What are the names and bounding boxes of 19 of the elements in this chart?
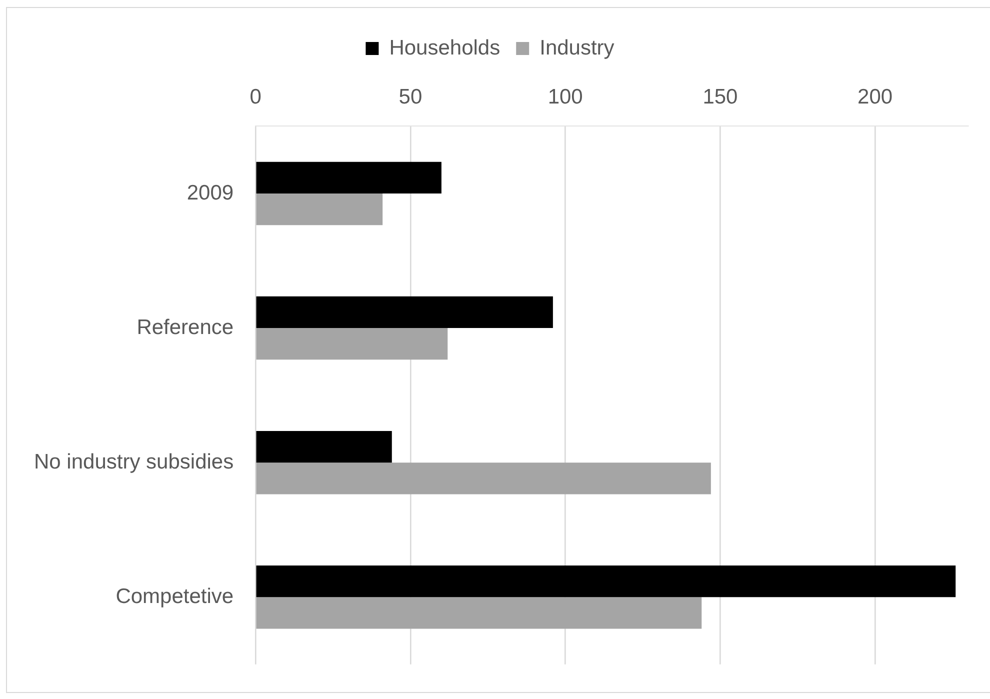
- bar: [256, 566, 956, 598]
- x-tick-label: 150: [702, 85, 738, 108]
- bar: [256, 193, 383, 226]
- y-tick-label: No industry subsidies: [34, 450, 234, 474]
- y-tick-label: 2009: [186, 181, 234, 204]
- bar: [256, 430, 392, 463]
- x-tick-label: 100: [548, 85, 583, 108]
- bar: [256, 328, 448, 360]
- bar: [256, 162, 442, 194]
- bar: [256, 597, 702, 629]
- bar: [256, 462, 711, 494]
- x-tick-label: 50: [398, 85, 422, 108]
- x-tick-label: 0: [250, 85, 262, 108]
- y-tick-label: Reference: [136, 316, 234, 339]
- x-tick-label: 200: [858, 85, 893, 108]
- y-tick-label: Competetive: [116, 584, 234, 608]
- legend-label: Households: [389, 36, 500, 60]
- bar: [256, 296, 553, 328]
- legend-label: Industry: [540, 36, 615, 60]
